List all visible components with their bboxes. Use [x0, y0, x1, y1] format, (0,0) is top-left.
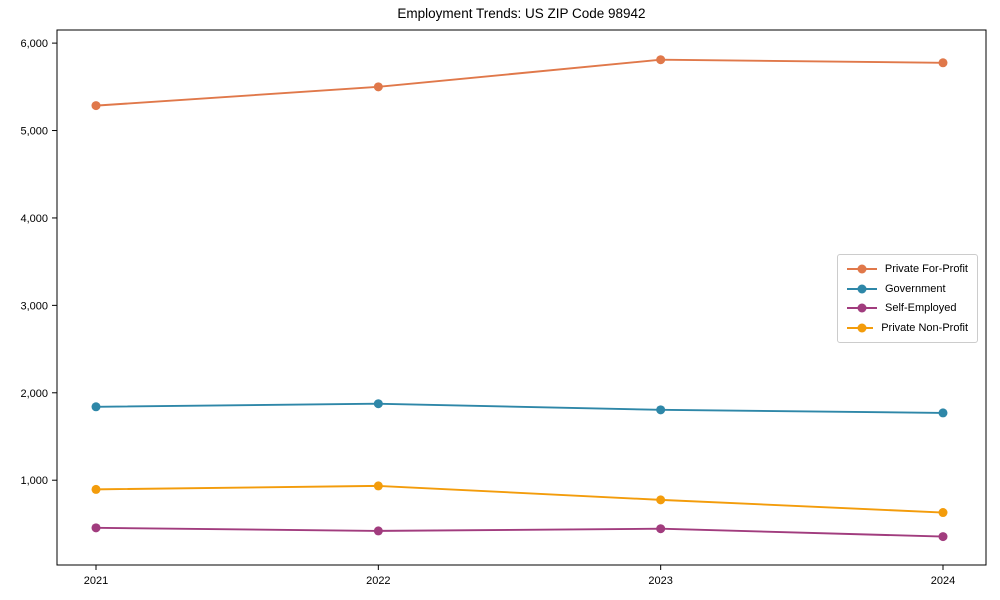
legend: Private For-Profit Government Self-Employe… — [837, 254, 978, 343]
data-point-government — [373, 399, 383, 409]
data-point-private-non-profit — [656, 495, 666, 505]
legend-item-government: Government — [847, 280, 968, 298]
data-point-private-for-profit — [656, 55, 666, 65]
legend-label: Government — [885, 282, 946, 295]
data-point-government — [91, 402, 101, 412]
data-point-private-for-profit — [938, 58, 948, 68]
legend-marker-self-employed — [847, 303, 877, 313]
data-point-self-employed — [938, 532, 948, 542]
y-tick-label: 6,000 — [20, 38, 48, 50]
chart-title: Employment Trends: US ZIP Code 98942 — [397, 6, 646, 21]
y-tick-label: 4,000 — [20, 213, 48, 225]
series-line-private-for-profit — [95, 58, 944, 107]
legend-marker-private-non-profit — [847, 323, 874, 333]
y-tick-label: 5,000 — [20, 126, 48, 138]
data-point-private-non-profit — [373, 481, 383, 491]
x-tick-label: 2023 — [648, 575, 672, 587]
legend-item-private-for-profit: Private For-Profit — [847, 260, 968, 278]
data-point-self-employed — [373, 526, 383, 536]
data-point-government — [938, 408, 948, 418]
data-point-private-for-profit — [91, 101, 101, 111]
x-tick-label: 2021 — [84, 575, 108, 587]
plot-border — [56, 29, 987, 566]
data-point-self-employed — [656, 524, 666, 534]
data-point-private-non-profit — [938, 508, 948, 518]
legend-label: Private Non-Profit — [881, 322, 968, 335]
x-tick-label: 2022 — [366, 575, 390, 587]
data-point-private-non-profit — [91, 484, 101, 494]
data-point-government — [656, 405, 666, 415]
data-point-self-employed — [91, 523, 101, 533]
y-tick-label: 2,000 — [20, 388, 48, 400]
y-tick-label: 3,000 — [20, 300, 48, 312]
legend-marker-private-for-profit — [847, 264, 877, 274]
x-tick-label: 2024 — [931, 575, 955, 587]
y-tick-label: 1,000 — [20, 475, 48, 487]
legend-item-private-non-profit: Private Non-Profit — [847, 319, 968, 337]
legend-marker-government — [847, 284, 877, 294]
series-line-self-employed — [95, 526, 944, 538]
series-line-government — [95, 402, 944, 414]
data-point-private-for-profit — [373, 82, 383, 92]
legend-label: Self-Employed — [885, 302, 957, 315]
series-line-private-non-profit — [95, 484, 944, 514]
legend-label: Private For-Profit — [884, 262, 968, 275]
legend-item-self-employed: Self-Employed — [847, 299, 968, 317]
